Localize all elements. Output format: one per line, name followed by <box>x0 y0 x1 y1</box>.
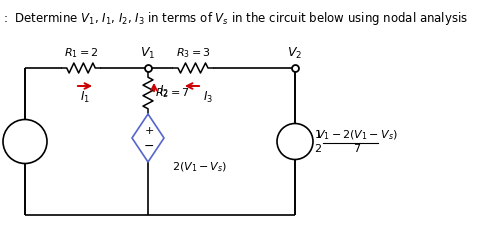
Text: $R_2=7$: $R_2=7$ <box>154 86 189 100</box>
Text: $V_2$: $V_2$ <box>287 46 302 60</box>
Text: $R_1=2$: $R_1=2$ <box>64 46 98 60</box>
Text: $V_1-2(V_1-V_s)$: $V_1-2(V_1-V_s)$ <box>315 129 397 142</box>
Text: 7: 7 <box>352 145 359 155</box>
Circle shape <box>3 119 47 164</box>
Text: +: + <box>144 126 153 136</box>
Text: 1: 1 <box>314 131 321 141</box>
Text: −: − <box>143 140 154 152</box>
Text: 2: 2 <box>314 145 321 155</box>
Text: :  Determine $V_1$, $I_1$, $I_2$, $I_3$ in terms of $V_s$ in the circuit below u: : Determine $V_1$, $I_1$, $I_2$, $I_3$ i… <box>3 10 467 27</box>
Text: $2(V_1-V_s)$: $2(V_1-V_s)$ <box>172 160 227 174</box>
Text: $I_3$: $I_3$ <box>202 89 212 105</box>
Circle shape <box>277 123 313 160</box>
Text: $I_1$: $I_1$ <box>80 89 90 105</box>
Text: $R_3=3$: $R_3=3$ <box>175 46 210 60</box>
Text: $V_s$: $V_s$ <box>18 137 32 152</box>
Text: $V_1$: $V_1$ <box>140 46 155 60</box>
Text: $I_2$: $I_2$ <box>159 83 169 99</box>
